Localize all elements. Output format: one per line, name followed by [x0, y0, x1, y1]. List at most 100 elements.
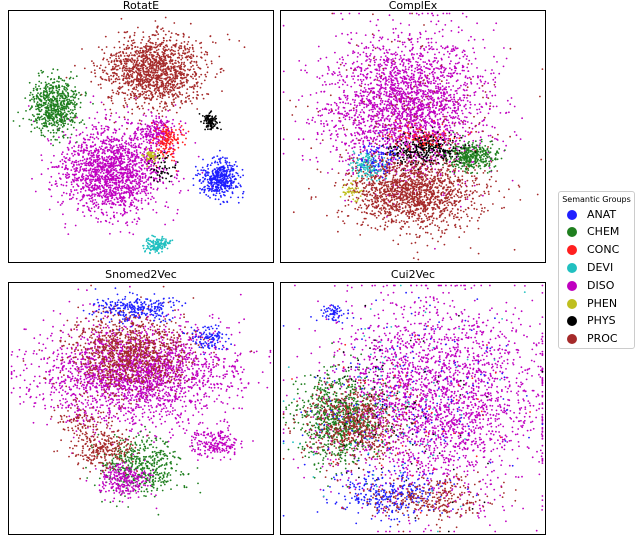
point-proc	[137, 67, 140, 70]
point-diso	[85, 174, 88, 177]
point-proc	[166, 105, 169, 108]
point-diso	[117, 164, 120, 167]
point-diso	[138, 166, 141, 168]
point-anat	[227, 185, 229, 188]
point-phen	[152, 161, 155, 163]
point-diso	[149, 172, 152, 175]
point-diso	[104, 177, 107, 180]
point-chem	[38, 117, 41, 119]
point-proc	[158, 76, 161, 79]
point-diso	[119, 199, 122, 202]
point-proc	[187, 55, 190, 57]
point-proc	[139, 72, 142, 74]
point-chem	[56, 95, 58, 98]
point-proc	[155, 41, 157, 44]
point-proc	[172, 88, 175, 91]
point-diso	[149, 139, 152, 141]
point-diso	[167, 109, 170, 112]
point-devi	[148, 247, 151, 250]
point-proc	[170, 101, 173, 104]
point-diso	[144, 133, 147, 135]
point-proc	[196, 90, 199, 93]
point-diso	[161, 120, 164, 123]
point-diso	[104, 139, 107, 142]
point-proc	[214, 76, 217, 79]
point-chem	[71, 95, 74, 98]
point-phys	[210, 110, 213, 112]
point-chem	[57, 112, 60, 115]
point-diso	[97, 203, 100, 206]
point-diso	[91, 189, 94, 192]
point-conc	[167, 132, 170, 134]
point-phys	[150, 157, 152, 160]
point-proc	[170, 52, 173, 54]
point-diso	[94, 173, 97, 176]
point-proc	[183, 63, 185, 66]
point-diso	[73, 145, 76, 148]
point-proc	[130, 39, 133, 42]
point-anat	[221, 156, 224, 159]
point-diso	[112, 178, 115, 181]
point-phys	[160, 170, 163, 173]
point-diso	[162, 132, 165, 135]
point-chem	[39, 106, 41, 109]
point-diso	[132, 144, 135, 147]
point-diso	[135, 169, 138, 172]
point-phen	[153, 158, 156, 160]
point-diso	[165, 169, 168, 171]
point-diso	[106, 180, 109, 183]
point-proc	[155, 49, 158, 52]
point-chem	[70, 133, 73, 136]
point-chem	[36, 107, 39, 110]
point-proc	[121, 85, 124, 88]
point-anat	[236, 165, 238, 168]
point-diso	[155, 117, 158, 120]
point-proc	[142, 107, 144, 110]
point-diso	[73, 150, 76, 153]
point-chem	[56, 97, 58, 100]
point-proc	[137, 73, 140, 76]
point-proc	[120, 17, 123, 20]
point-anat	[202, 158, 204, 161]
point-diso	[84, 138, 87, 141]
point-proc	[141, 38, 144, 41]
point-chem	[48, 88, 51, 90]
point-diso	[120, 186, 123, 188]
point-proc	[136, 76, 138, 79]
point-diso	[75, 189, 78, 191]
point-proc	[126, 30, 129, 33]
point-diso	[61, 153, 63, 156]
point-proc	[202, 97, 205, 100]
series-phys-9	[148, 151, 179, 183]
point-proc	[186, 47, 189, 50]
point-chem	[36, 101, 39, 104]
point-diso	[113, 182, 115, 184]
point-proc	[190, 53, 193, 56]
point-proc	[171, 74, 174, 76]
point-diso	[159, 129, 162, 132]
point-proc	[112, 65, 114, 68]
point-proc	[144, 73, 146, 76]
point-diso	[109, 139, 112, 142]
point-proc	[162, 107, 165, 109]
point-proc	[170, 60, 173, 62]
point-proc	[148, 53, 151, 56]
point-anat	[221, 173, 224, 175]
point-diso	[156, 140, 159, 143]
point-anat	[231, 191, 234, 194]
point-chem	[48, 117, 51, 120]
point-diso	[135, 151, 138, 154]
point-diso	[99, 188, 102, 191]
point-proc	[169, 55, 172, 58]
point-diso	[131, 174, 134, 177]
point-chem	[83, 123, 86, 125]
point-anat	[228, 161, 231, 164]
point-proc	[132, 82, 135, 84]
point-phen	[147, 154, 150, 157]
point-chem	[72, 116, 74, 119]
point-chem	[52, 144, 54, 147]
point-chem	[45, 113, 47, 116]
point-diso	[113, 145, 115, 148]
point-diso	[66, 168, 69, 171]
point-proc	[182, 68, 185, 71]
